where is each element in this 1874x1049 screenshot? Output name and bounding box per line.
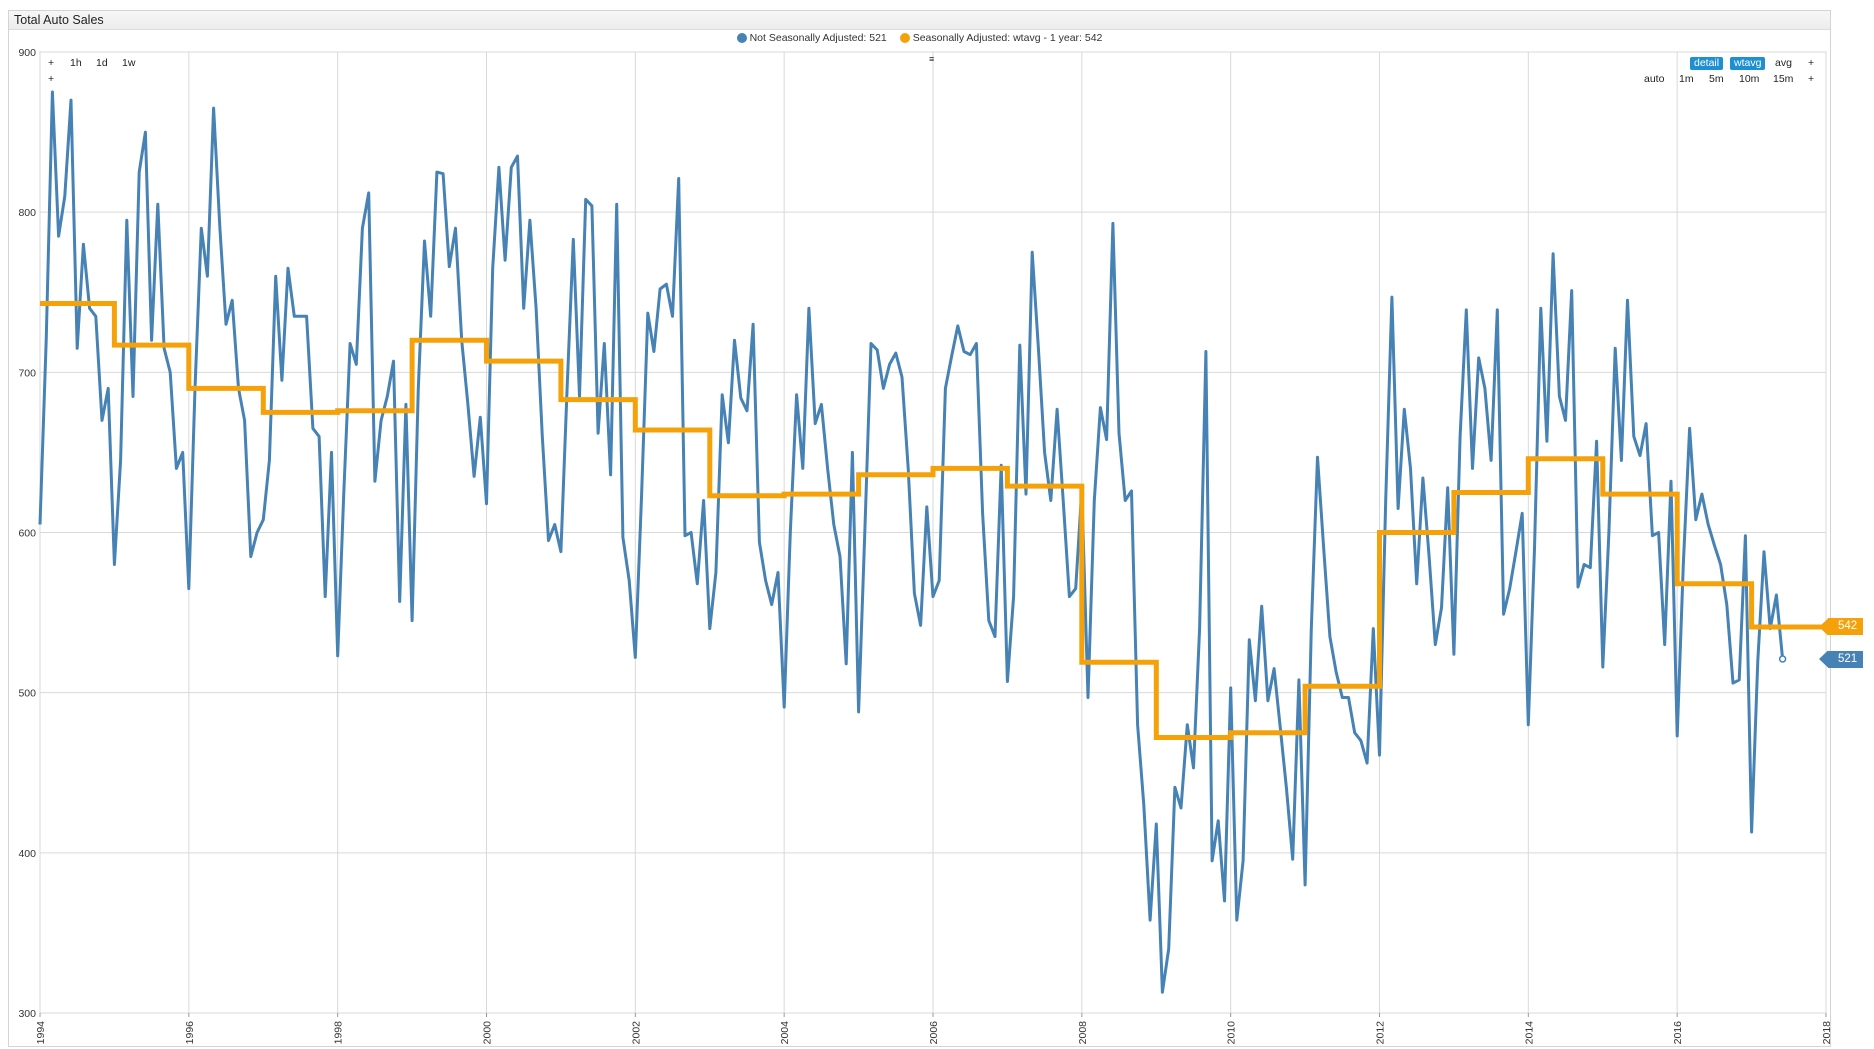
period-auto-button[interactable]: auto — [1644, 73, 1665, 85]
series-line-seasonally-adjusted — [40, 301, 1826, 740]
x-tick-label: 2012 — [1375, 1021, 1387, 1045]
zoom-1d-button[interactable]: 1d — [96, 57, 108, 69]
period-add-button[interactable]: + — [1808, 73, 1815, 85]
x-tick-label: 2010 — [1226, 1021, 1238, 1045]
y-tick-label: 700 — [18, 367, 36, 379]
x-tick-label: 1994 — [35, 1021, 47, 1045]
zoom-in-button-2[interactable]: + — [48, 73, 55, 85]
center-marker-icon[interactable]: ≡ — [929, 54, 935, 64]
y-tick-label: 500 — [18, 688, 36, 700]
x-tick-label: 2014 — [1523, 1021, 1535, 1045]
x-tick-label: 2000 — [482, 1021, 494, 1045]
zoom-in-button[interactable]: + — [48, 57, 55, 69]
raw-badge-pointer-icon — [1819, 650, 1828, 668]
y-tick-label: 800 — [18, 207, 36, 219]
detail-button[interactable]: detail — [1690, 57, 1724, 70]
legend-dot-raw-icon — [736, 33, 747, 43]
x-tick-label: 2002 — [630, 1021, 642, 1045]
x-tick-label: 2006 — [928, 1021, 940, 1045]
chart-widget: Total Auto Sales Not Seasonally Adjusted… — [8, 10, 1831, 1047]
x-tick-label: 1998 — [333, 1021, 345, 1045]
x-tick-label: 2018 — [1821, 1021, 1833, 1045]
wtavg-button[interactable]: wtavg — [1730, 57, 1766, 70]
statistic-add-button[interactable]: + — [1808, 57, 1815, 69]
zoom-1h-button[interactable]: 1h — [70, 57, 82, 69]
y-tick-label: 400 — [18, 848, 36, 860]
x-tick-label: 2004 — [779, 1021, 791, 1045]
y-tick-label: 300 — [18, 1008, 36, 1020]
series-end-marker — [1778, 655, 1787, 663]
y-tick-label: 900 — [18, 47, 36, 59]
legend-item-raw[interactable]: Not Seasonally Adjusted: 521 — [736, 32, 887, 44]
legend-dot-seasonal-icon — [899, 33, 910, 43]
x-tick-label: 2008 — [1077, 1021, 1089, 1045]
chart-title: Total Auto Sales — [14, 13, 104, 27]
title-bar: Total Auto Sales — [9, 11, 1830, 30]
raw-value-badge: 521 — [1828, 650, 1864, 668]
y-tick-label: 600 — [18, 528, 36, 540]
seasonal-badge-pointer-icon — [1819, 618, 1828, 636]
seasonal-value-badge: 542 — [1828, 618, 1864, 636]
period-1m-button[interactable]: 1m — [1679, 73, 1694, 85]
legend: Not Seasonally Adjusted: 521 Seasonally … — [9, 32, 1830, 48]
x-tick-label: 2016 — [1672, 1021, 1684, 1045]
period-5m-button[interactable]: 5m — [1709, 73, 1724, 85]
period-10m-button[interactable]: 10m — [1739, 73, 1760, 85]
x-tick-label: 1996 — [184, 1021, 196, 1045]
legend-item-seasonal[interactable]: Seasonally Adjusted: wtavg - 1 year: 542 — [899, 32, 1103, 44]
avg-button[interactable]: avg — [1775, 57, 1792, 69]
zoom-1w-button[interactable]: 1w — [122, 57, 136, 69]
period-15m-button[interactable]: 15m — [1773, 73, 1794, 85]
legend-label-raw: Not Seasonally Adjusted: 521 — [749, 32, 887, 44]
legend-label-seasonal: Seasonally Adjusted: wtavg - 1 year: 542 — [912, 32, 1103, 44]
series-line-not-seasonally-adjusted — [38, 90, 1785, 994]
